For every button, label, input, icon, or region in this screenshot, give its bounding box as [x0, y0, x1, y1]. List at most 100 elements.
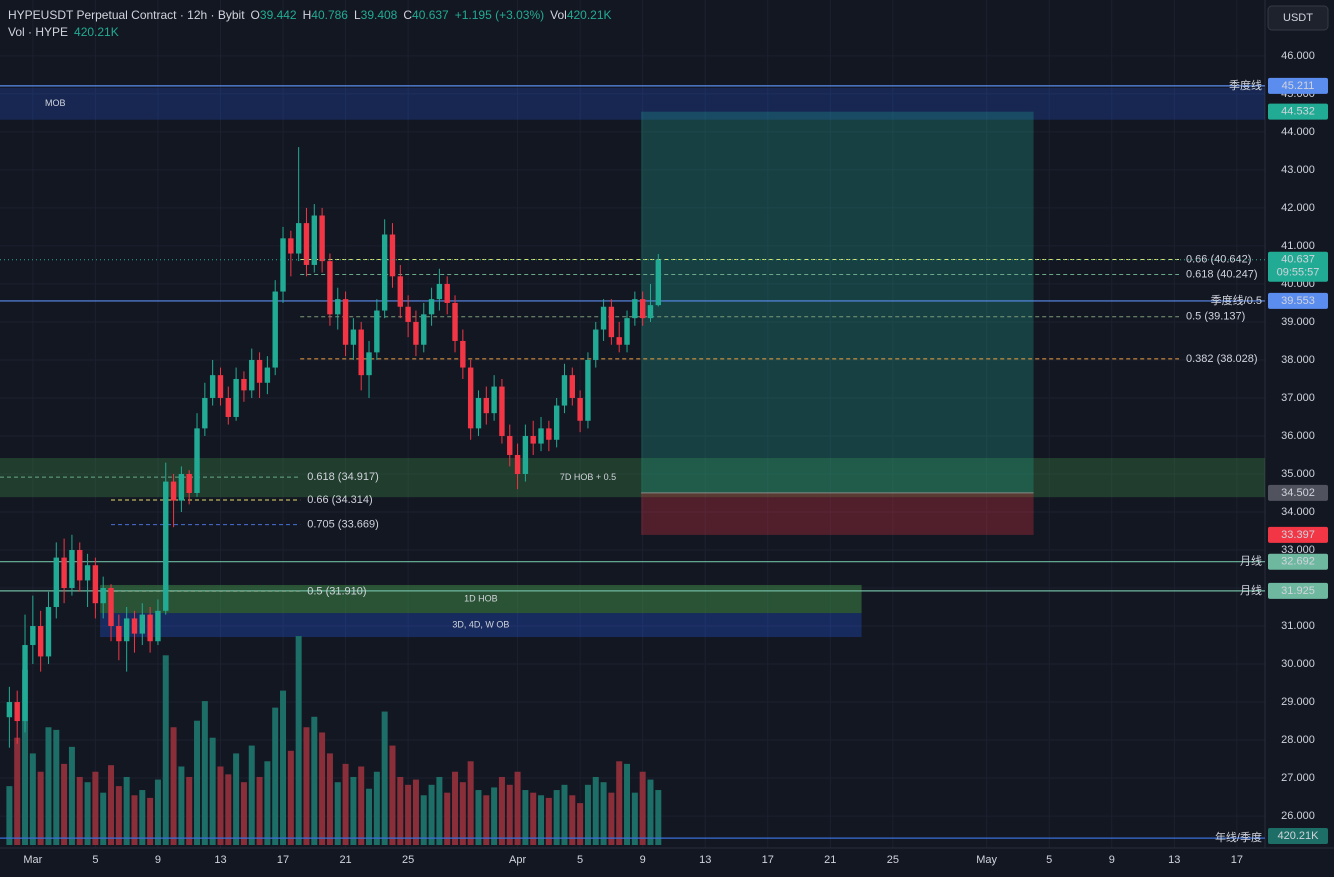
profit-zone [641, 111, 1034, 493]
volume-bar [561, 784, 568, 845]
fib-label: 0.5 (39.137) [1186, 311, 1245, 323]
volume-bar [45, 727, 52, 845]
candle-body [600, 306, 607, 330]
countdown: 09:55:57 [1277, 267, 1320, 279]
volume-bar [233, 753, 240, 845]
x-tick-label: May [976, 854, 997, 866]
candle-body [538, 428, 544, 444]
volume-bar [139, 790, 146, 845]
candle-body [546, 428, 552, 440]
x-tick-label: 13 [214, 854, 226, 866]
price-badge-label: 31.925 [1281, 585, 1315, 597]
y-tick-label: 39.000 [1281, 316, 1315, 328]
volume-bar [100, 792, 107, 845]
y-tick-label: 46.000 [1281, 50, 1315, 62]
price-badge [1268, 484, 1328, 501]
candle-body [209, 375, 216, 398]
x-tick-label: 5 [1046, 854, 1052, 866]
level-name: 年线/季度 [1215, 830, 1262, 844]
volume-bar [655, 790, 662, 845]
volume-bar [14, 737, 21, 845]
x-tick-label: 13 [1168, 854, 1180, 866]
volume-bar [61, 763, 68, 845]
y-tick-label: 38.000 [1281, 354, 1315, 366]
volume-bar [334, 782, 341, 845]
volume-bar [256, 776, 263, 845]
volume-bar [162, 655, 169, 845]
volume-title: Vol · HYPE [8, 25, 68, 39]
currency[interactable]: USDT [1283, 12, 1313, 24]
candle-body [647, 305, 654, 319]
x-tick-label: 9 [1109, 854, 1115, 866]
volume-bar [326, 753, 333, 845]
volume-bar [37, 771, 44, 845]
volume-bar [405, 784, 412, 845]
candle-body [491, 386, 497, 414]
volume-bar [647, 779, 654, 845]
candle-body [319, 215, 325, 262]
loss-zone [641, 492, 1034, 535]
volume-bar [319, 732, 326, 845]
candle-body [522, 435, 529, 474]
change: +1.195 (+3.03%) [455, 8, 544, 22]
candle-body [61, 557, 67, 589]
volume-bar [217, 766, 224, 845]
volume-bar [569, 795, 576, 845]
volume-bar [624, 763, 631, 845]
zone-label: 1D HOB [464, 593, 498, 603]
y-tick-label: 42.000 [1281, 202, 1315, 214]
price-badge [1268, 292, 1328, 309]
volume-bar [522, 790, 529, 845]
x-tick-label: 9 [640, 854, 646, 866]
candle-body [303, 223, 310, 265]
key: Vol [550, 8, 567, 22]
candle-body [147, 614, 153, 642]
candle-body [342, 299, 349, 345]
price-badge [1268, 251, 1328, 282]
volume-bar [545, 797, 552, 845]
candle-body [624, 318, 630, 345]
candle-body [350, 329, 357, 345]
price-badge [1268, 582, 1328, 599]
currency-button[interactable] [1267, 5, 1329, 31]
candle-body [405, 306, 411, 322]
volume-bar [530, 792, 537, 845]
candle-body [14, 702, 20, 722]
candle-body [249, 359, 255, 391]
volume-bar [389, 745, 396, 845]
candle-body [397, 276, 403, 307]
candle-body [389, 234, 396, 277]
candle-body [45, 607, 52, 657]
candle-body [530, 435, 536, 444]
symbol-title: HYPEUSDT Perpetual Contract · 12h · Bybi… [8, 8, 612, 22]
candle-body [139, 614, 145, 634]
candle-body [100, 588, 106, 604]
volume-bar [639, 771, 646, 845]
candle-body [272, 291, 278, 368]
volume-bar [194, 720, 201, 845]
price-badge-label: 45.211 [1282, 80, 1315, 92]
candle-body [84, 565, 91, 581]
candle-body [170, 481, 177, 501]
candle-body [632, 299, 638, 319]
x-tick-label: 5 [577, 854, 583, 866]
volume-value: 420.21K [567, 8, 612, 22]
x-tick-label: 13 [699, 854, 711, 866]
candle-body [327, 261, 333, 315]
volume-bar [264, 761, 271, 845]
y-tick-label: 41.000 [1281, 240, 1315, 252]
candle-body [280, 238, 286, 292]
volume-bar [584, 784, 591, 845]
candle-body [655, 259, 662, 306]
candle-body [639, 299, 646, 319]
volume-bar [553, 790, 560, 845]
volume-bar [248, 745, 255, 845]
price-badge-label: 34.502 [1281, 487, 1315, 499]
candle-body [155, 610, 161, 642]
fib-label: 0.618 (40.247) [1186, 268, 1258, 280]
volume-bar [131, 795, 138, 845]
candle-body [467, 367, 474, 429]
volume-bar [608, 792, 615, 845]
